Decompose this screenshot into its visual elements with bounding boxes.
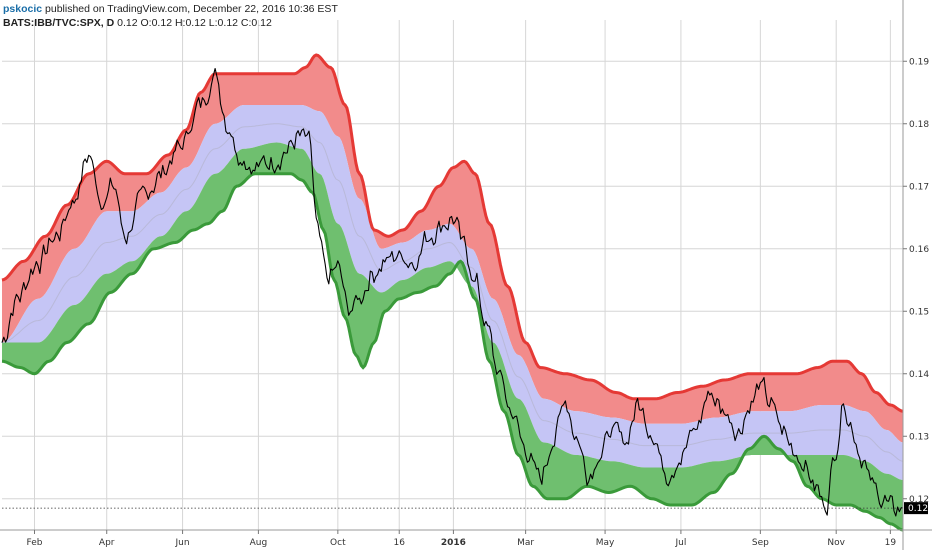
price-series [1, 67, 904, 517]
y-tick-label: 0.12 [909, 495, 929, 505]
chart-header: pskocic published on TradingView.com, De… [3, 2, 338, 30]
x-tick-label: Oct [330, 538, 346, 548]
middle-line [1, 123, 904, 462]
y-tick-label: 0.18 [909, 120, 929, 130]
x-tick-label: 16 [394, 538, 406, 548]
x-tick-label: Nov [827, 538, 845, 548]
middle-band-fill [2, 105, 903, 480]
price-line [1, 67, 904, 517]
x-tick-label: Jun [175, 538, 190, 548]
last-value-badge [904, 502, 928, 515]
y-tick-label: 0.13 [909, 432, 929, 442]
lower-band-line [1, 172, 904, 532]
last-value-label: 0.12 [908, 504, 928, 514]
y-tick-label: 0.15 [909, 307, 929, 317]
x-tick-label: 19 [885, 538, 897, 548]
x-tick-label: Sep [752, 538, 769, 548]
author-name[interactable]: pskocic [3, 3, 43, 15]
symbol-label: BATS:IBB/TVC:SPX, D [3, 17, 115, 29]
y-tick-label: 0.19 [909, 57, 929, 67]
published-info: published on TradingView.com, December 2… [45, 3, 338, 15]
y-tick-label: 0.16 [909, 245, 929, 255]
upper-band-line [1, 53, 904, 413]
x-tick-label: Apr [99, 538, 115, 548]
y-tick-label: 0.14 [909, 370, 929, 380]
ohlc-values: 0.12 O:0.12 H:0.12 L:0.12 C:0.12 [117, 17, 272, 29]
y-tick-label: 0.17 [909, 182, 929, 192]
x-tick-label: 2016 [441, 538, 466, 548]
x-tick-label: May [596, 538, 615, 548]
x-tick-label: Aug [250, 538, 268, 548]
x-tick-label: Mar [517, 538, 534, 548]
x-tick-label: Jul [674, 538, 686, 548]
bollinger-bands [1, 53, 904, 532]
upper-band-fill [2, 55, 903, 443]
x-tick-label: Feb [27, 538, 43, 548]
